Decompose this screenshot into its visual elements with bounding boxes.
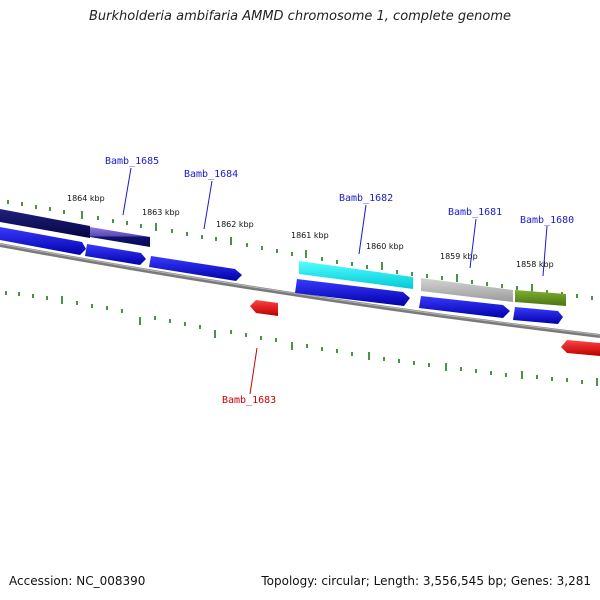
reverse-cds-arrow[interactable] xyxy=(561,340,600,356)
accession-text: Accession: NC_008390 xyxy=(9,574,146,588)
label-leaders xyxy=(122,167,548,277)
gene-feature-bamb-1681[interactable] xyxy=(421,278,513,302)
kbp-label: 1859 kbp xyxy=(440,252,478,261)
genome-stats-text: Topology: circular; Length: 3,556,545 bp… xyxy=(261,574,591,588)
label-leader-reverse xyxy=(249,347,258,395)
cds-arrow[interactable] xyxy=(149,256,242,281)
upper-scale-ticks xyxy=(7,200,593,300)
map-title: Burkholderia ambifaria AMMD chromosome 1… xyxy=(88,9,512,24)
gene-label-bamb-1682[interactable]: Bamb_1682 xyxy=(339,193,393,204)
kbp-label: 1861 kbp xyxy=(291,231,329,240)
kbp-label: 1864 kbp xyxy=(67,194,105,203)
cds-arrow[interactable] xyxy=(419,296,510,318)
gene-label-bamb-1684[interactable]: Bamb_1684 xyxy=(184,169,238,180)
cds-arrow[interactable] xyxy=(513,307,563,324)
lower-scale-ticks xyxy=(5,291,598,386)
gene-label-bamb-1680[interactable]: Bamb_1680 xyxy=(520,215,574,226)
reverse-cds-bamb-1683[interactable] xyxy=(250,300,278,316)
cds-arrow[interactable] xyxy=(0,227,86,255)
gene-feature-navy[interactable] xyxy=(0,209,90,238)
chromosome-backbone xyxy=(0,243,600,338)
kbp-label: 1863 kbp xyxy=(142,208,180,217)
kbp-label: 1860 kbp xyxy=(366,242,404,251)
kbp-label: 1858 kbp xyxy=(516,260,554,269)
gene-feature-bamb-1680[interactable] xyxy=(515,290,566,306)
gene-label-bamb-1681[interactable]: Bamb_1681 xyxy=(448,207,502,218)
cds-arrow[interactable] xyxy=(85,244,146,265)
gene-feature-bamb-1685[interactable] xyxy=(90,227,150,247)
kbp-label: 1862 kbp xyxy=(216,220,254,229)
cds-arrow[interactable] xyxy=(295,279,410,306)
gene-label-bamb-1683[interactable]: Bamb_1683 xyxy=(222,395,276,406)
gene-feature-bamb-1682[interactable] xyxy=(299,261,413,289)
gene-label-bamb-1685[interactable]: Bamb_1685 xyxy=(105,156,159,167)
